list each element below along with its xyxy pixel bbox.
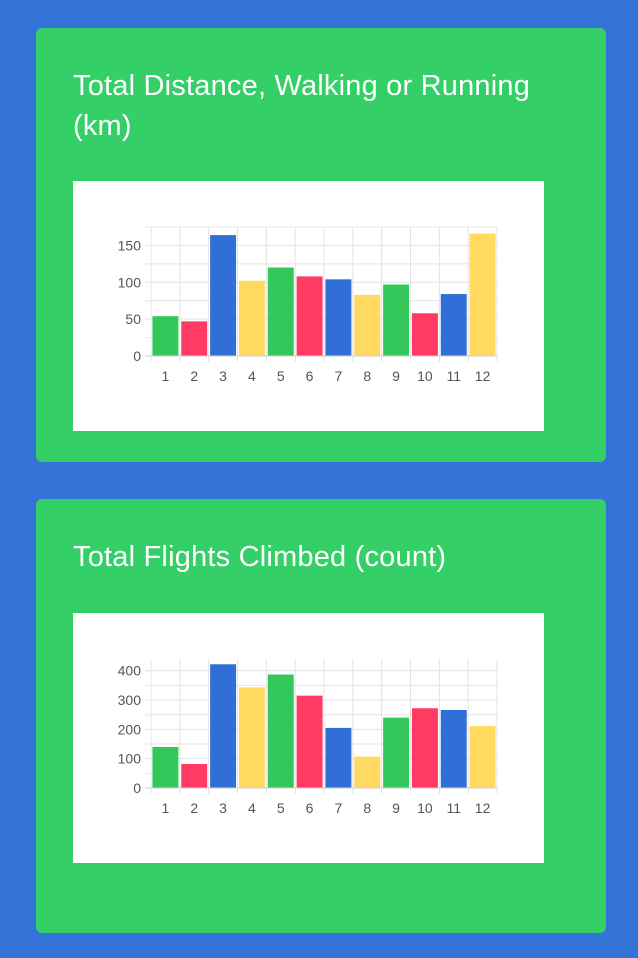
y-tick-label: 100 bbox=[118, 274, 142, 290]
bar-12 bbox=[469, 233, 496, 356]
x-tick-label: 5 bbox=[277, 368, 285, 384]
x-tick-label: 11 bbox=[446, 800, 461, 816]
distance-chart-title: Total Distance, Walking or Running (km) bbox=[73, 70, 531, 142]
x-tick-label: 1 bbox=[162, 800, 170, 816]
flights-card: Total Flights Climbed (count) 0 100 200 300… bbox=[36, 499, 606, 933]
x-tick-label: 5 bbox=[277, 800, 285, 816]
bar-11 bbox=[440, 710, 467, 788]
x-tick-label: 12 bbox=[475, 368, 491, 384]
y-tick-label: 200 bbox=[118, 721, 142, 737]
bar-1 bbox=[152, 746, 179, 788]
bar-8 bbox=[354, 756, 381, 788]
bar-10 bbox=[411, 708, 438, 788]
bar-8 bbox=[354, 294, 381, 356]
y-tick-label: 0 bbox=[133, 348, 141, 364]
x-tick-label: 9 bbox=[392, 800, 400, 816]
y-tick-label: 300 bbox=[118, 692, 142, 708]
bar-9 bbox=[383, 717, 410, 788]
x-tick-label: 3 bbox=[219, 800, 227, 816]
bar-1 bbox=[152, 316, 179, 356]
bar-10 bbox=[411, 313, 438, 356]
distance-chart-panel: 0 50 100 150 1 2 3 4 5 6 7 8 9 10 11 12 bbox=[73, 181, 544, 431]
y-tick-label: 0 bbox=[133, 780, 141, 796]
y-tick-label: 50 bbox=[125, 311, 141, 327]
flights-chart-title: Total Flights Climbed (count) bbox=[73, 541, 447, 573]
bar-5 bbox=[267, 674, 294, 788]
x-tick-label: 9 bbox=[392, 368, 400, 384]
x-tick-label: 11 bbox=[446, 368, 461, 384]
bar-4 bbox=[238, 687, 265, 788]
x-tick-label: 4 bbox=[248, 800, 256, 816]
x-tick-label: 8 bbox=[363, 368, 371, 384]
bar-4 bbox=[238, 280, 265, 356]
flights-chart-panel: 0 100 200 300 400 1 2 3 4 5 6 7 8 9 10 11 12 bbox=[73, 613, 544, 863]
bar-3 bbox=[210, 664, 237, 788]
bar-6 bbox=[296, 695, 323, 788]
x-tick-label: 7 bbox=[335, 800, 343, 816]
x-tick-label: 2 bbox=[190, 800, 198, 816]
x-tick-label: 1 bbox=[162, 368, 170, 384]
bar-2 bbox=[181, 321, 208, 356]
bar-7 bbox=[325, 727, 352, 788]
bar-9 bbox=[383, 284, 410, 356]
x-tick-label: 6 bbox=[306, 800, 314, 816]
bar-7 bbox=[325, 279, 352, 356]
x-tick-label: 7 bbox=[335, 368, 343, 384]
x-tick-label: 10 bbox=[417, 800, 433, 816]
bar-11 bbox=[440, 294, 467, 356]
x-tick-label: 8 bbox=[363, 800, 371, 816]
bar-6 bbox=[296, 276, 323, 356]
x-tick-label: 12 bbox=[475, 800, 491, 816]
bar-2 bbox=[181, 763, 208, 788]
bar-3 bbox=[210, 235, 237, 356]
x-tick-label: 10 bbox=[417, 368, 433, 384]
y-tick-label: 400 bbox=[118, 663, 142, 679]
bar-12 bbox=[469, 726, 496, 788]
y-tick-label: 150 bbox=[118, 237, 142, 253]
x-tick-label: 2 bbox=[190, 368, 198, 384]
x-tick-label: 4 bbox=[248, 368, 256, 384]
y-tick-label: 100 bbox=[118, 751, 142, 767]
x-tick-label: 6 bbox=[306, 368, 314, 384]
bar-5 bbox=[267, 267, 294, 356]
x-tick-label: 3 bbox=[219, 368, 227, 384]
distance-card: Total Distance, Walking or Running (km) … bbox=[36, 28, 606, 462]
